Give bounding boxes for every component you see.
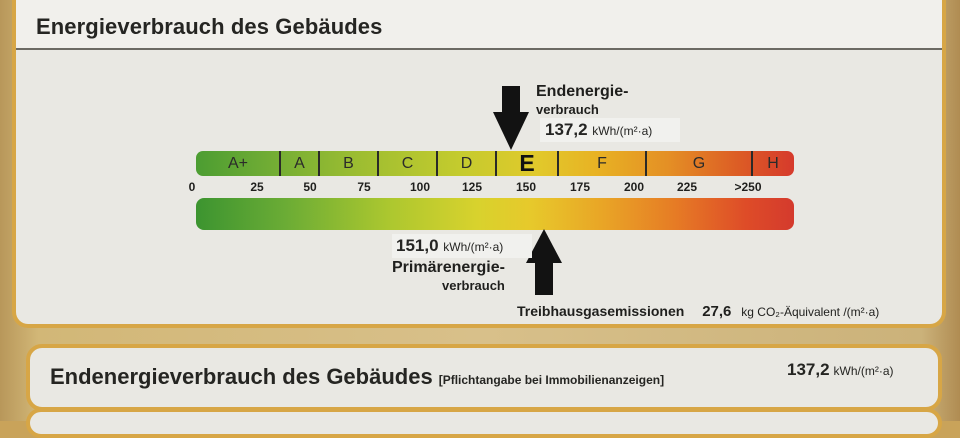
summary-title-row: Endenergieverbrauch des Gebäudes [Pflicht… [50,364,664,390]
scale-tick-label: 200 [623,180,645,194]
endenergie-label-line2: verbrauch [536,102,599,117]
class-divider [495,151,497,176]
energy-panel: Energieverbrauch des Gebäudes Endenergie… [12,0,946,328]
efficiency-class-f: F [597,154,607,172]
scale-tick-label: 25 [250,180,264,194]
efficiency-class-e: E [519,151,535,176]
summary-note: [Pflichtangabe bei Immobilienanzeigen] [438,373,665,387]
class-divider [377,151,379,176]
efficiency-class-a-plus: A+ [227,154,248,172]
class-divider [436,151,438,176]
class-divider [318,151,320,176]
primaerenergie-value-box: 151,0 kWh/(m²·a) [392,234,532,258]
emissions-label: Treibhausgasemissionen [517,303,685,319]
endenergie-label: Endenergie- verbrauch [536,83,628,119]
class-divider [557,151,559,176]
energy-gradient-bar [196,198,794,230]
endenergie-label-line1: Endenergie- [536,83,629,100]
panel-header: Energieverbrauch des Gebäudes [16,0,942,50]
summary-panel: Endenergieverbrauch des Gebäudes [Pflicht… [26,344,942,411]
scale-tick-label: 175 [569,180,591,194]
scale-tick-label: 150 [515,180,537,194]
efficiency-class-scale: A+ A B C D E F G H [196,151,794,176]
class-divider [279,151,281,176]
primaerenergie-unit: kWh/(m²·a) [443,240,504,254]
primaerenergie-label-line1: Primärenergie- [392,259,505,276]
scale-tick-label: 225 [676,180,698,194]
page-title: Energieverbrauch des Gebäudes [36,14,383,39]
primaerenergie-label: Primärenergie- verbrauch [392,259,505,295]
next-panel-edge [26,408,942,438]
emissions-unit: kg CO₂-Äquivalent /(m²·a) [741,305,880,319]
scale-tick-label: 0 [188,180,196,194]
emissions-value: 27,6 [702,303,732,320]
efficiency-class-b: B [343,154,354,172]
arrow-down-icon [493,86,529,150]
scale-tick-label: 50 [303,180,317,194]
scale-tick-label: 75 [357,180,371,194]
class-divider [645,151,647,176]
summary-value: 137,2 [787,360,830,379]
summary-value-row: 137,2 kWh/(m²·a) [787,360,894,380]
scale-tick-label: 125 [461,180,483,194]
efficiency-class-d: D [460,154,473,172]
efficiency-class-h: H [767,154,779,172]
scale-tick-label: >250 [734,180,762,194]
summary-title: Endenergieverbrauch des Gebäudes [50,364,433,389]
primaerenergie-value: 151,0 [396,236,439,255]
emissions-row: Treibhausgasemissionen 27,6 kg CO₂-Äquiv… [517,303,879,320]
arrow-up-icon [526,229,562,295]
efficiency-class-a: A [294,154,305,172]
primaerenergie-label-line2: verbrauch [442,278,505,293]
scale-tick-label: 100 [409,180,431,194]
summary-unit: kWh/(m²·a) [833,364,894,378]
efficiency-class-g: G [692,154,706,172]
endenergie-value-box: 137,2 kWh/(m²·a) [540,118,680,142]
class-divider [751,151,753,176]
efficiency-class-c: C [401,154,414,172]
endenergie-unit: kWh/(m²·a) [592,124,653,138]
endenergie-value: 137,2 [545,120,588,139]
